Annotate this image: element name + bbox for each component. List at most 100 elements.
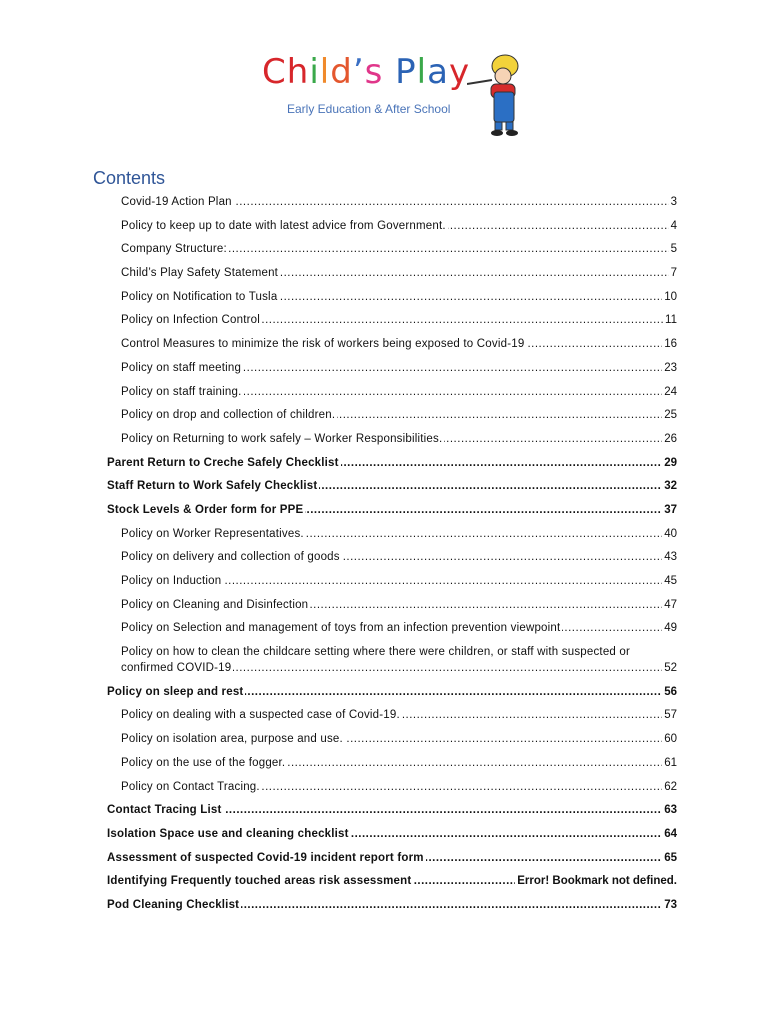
toc-entry[interactable]: Policy on the use of the fogger. 61 xyxy=(121,754,677,771)
toc-entry-page: 37 xyxy=(662,501,677,518)
toc-entry[interactable]: Policy on drop and collection of childre… xyxy=(121,407,677,424)
toc-entry[interactable]: Policy on Worker Representatives. 40 xyxy=(121,525,677,542)
toc-entry[interactable]: Policy on Contact Tracing. 62 xyxy=(121,778,677,795)
logo-letter: a xyxy=(427,52,449,92)
toc-entry-page: 60 xyxy=(662,731,677,748)
toc-entry[interactable]: Stock Levels & Order form for PPE 37 xyxy=(107,501,677,518)
toc-entry[interactable]: Policy on isolation area, purpose and us… xyxy=(121,731,677,748)
toc-entry[interactable]: Policy on Selection and management of to… xyxy=(121,620,677,637)
logo-letter: ’ xyxy=(352,52,365,92)
toc-entry-page: 5 xyxy=(668,241,677,258)
toc-entry-page: 40 xyxy=(662,525,677,542)
toc-entry-title: Policy on staff meeting xyxy=(121,361,244,374)
toc-entry[interactable]: Policy on staff training. 24 xyxy=(121,383,677,400)
toc-entry-title: Policy on dealing with a suspected case … xyxy=(121,709,402,722)
toc-entry-page: 7 xyxy=(668,265,677,282)
toc-entry-title: Policy on Infection Control xyxy=(121,314,262,327)
toc-entry[interactable]: Policy to keep up to date with latest ad… xyxy=(121,217,677,234)
toc-entry[interactable]: Policy on dealing with a suspected case … xyxy=(121,707,677,724)
logo-tagline: Early Education & After School xyxy=(287,102,451,116)
toc-entry-title: Policy on Selection and management of to… xyxy=(121,622,563,635)
toc-entry-title: Policy on sleep and rest xyxy=(107,685,246,698)
toc-entry[interactable]: Policy on Cleaning and Disinfection 47 xyxy=(121,596,677,613)
toc-entry-title: Policy on Notification to Tusla xyxy=(121,290,280,303)
logo-letter: P xyxy=(395,52,417,92)
toc-entry-title: Identifying Frequently touched areas ris… xyxy=(107,875,414,888)
toc-entry[interactable]: Company Structure: 5 xyxy=(121,241,677,258)
toc-entry-title: Policy on Cleaning and Disinfection xyxy=(121,598,311,611)
toc-entry[interactable]: Policy on delivery and collection of goo… xyxy=(121,549,677,566)
logo-letter: s xyxy=(364,52,384,92)
toc-entry-page: 61 xyxy=(662,754,677,771)
toc-entry-page: 11 xyxy=(663,312,677,329)
logo-wordmark: Child’s Play xyxy=(262,52,470,92)
toc-entry-page: 57 xyxy=(662,707,677,724)
toc-entry[interactable]: Policy on how to clean the childcare set… xyxy=(121,644,677,677)
toc-entry-page: 32 xyxy=(662,478,677,495)
toc-entry-title: Contact Tracing List xyxy=(107,804,224,817)
toc-entry-title: Policy to keep up to date with latest ad… xyxy=(121,219,448,232)
toc-entry[interactable]: Assessment of suspected Covid-19 inciden… xyxy=(107,849,677,866)
logo-letter: l xyxy=(416,52,428,92)
toc-entry-page: 3 xyxy=(668,194,677,210)
toc-entry-title: Policy on the use of the fogger. xyxy=(121,756,288,769)
contents-heading: Contents xyxy=(93,168,166,188)
toc-entry-page: 56 xyxy=(662,683,677,700)
toc-entry[interactable]: Contact Tracing List 63 xyxy=(107,802,677,819)
toc-entry-title: Policy on how to clean the childcare set… xyxy=(121,646,631,675)
toc-entry[interactable]: Covid-19 Action Plan 3 xyxy=(121,194,677,210)
toc-entry[interactable]: Pod Cleaning Checklist 73 xyxy=(107,896,677,913)
toc-entry-page: 16 xyxy=(662,336,677,353)
toc-entry-page: 23 xyxy=(662,359,677,376)
toc-entry-title: Policy on isolation area, purpose and us… xyxy=(121,733,345,746)
toc-entry-page: 73 xyxy=(662,896,677,913)
toc-entry[interactable]: Control Measures to minimize the risk of… xyxy=(121,336,677,353)
toc-entry-page: 29 xyxy=(662,454,677,471)
toc-entry-title: Policy on Induction xyxy=(121,575,224,587)
toc-entry-page: 64 xyxy=(662,825,677,842)
logo-letter xyxy=(383,52,395,92)
toc-entry-title: Policy on Worker Representatives. xyxy=(121,527,306,540)
toc-entry[interactable]: Policy on sleep and rest 56 xyxy=(107,683,677,700)
toc-entry-title: Stock Levels & Order form for PPE xyxy=(107,503,306,516)
toc-entry[interactable]: Policy on Returning to work safely – Wor… xyxy=(121,430,677,447)
toc-entry-title: Parent Return to Creche Safely Checklist xyxy=(107,456,341,469)
toc-entry[interactable]: Child’s Play Safety Statement 7 xyxy=(121,265,677,282)
toc-entry-page: 63 xyxy=(662,802,677,819)
toc-entry[interactable]: Isolation Space use and cleaning checkli… xyxy=(107,825,677,842)
toc-entry[interactable]: Policy on Induction 45 xyxy=(121,573,677,589)
toc-entry-title: Policy on delivery and collection of goo… xyxy=(121,551,342,564)
table-of-contents: Covid-19 Action Plan 3 Policy to keep up t… xyxy=(107,194,677,921)
toc-entry-page: 52 xyxy=(662,660,677,677)
childs-play-logo: Child’s Play Early Education & After Sch… xyxy=(262,52,522,137)
toc-entry-page: 49 xyxy=(662,620,677,637)
logo-letter: h xyxy=(286,52,310,92)
toc-entry-title: Policy on staff training. xyxy=(121,385,244,398)
toc-entry[interactable]: Policy on staff meeting 23 xyxy=(121,359,677,376)
child-painter-icon xyxy=(467,54,519,136)
toc-entry-page: 62 xyxy=(662,778,677,795)
toc-entry-page: 10 xyxy=(662,288,677,305)
toc-entry[interactable]: Staff Return to Work Safely Checklist 32 xyxy=(107,478,677,495)
toc-entry-page: 47 xyxy=(662,596,677,613)
toc-entry-page: 4 xyxy=(668,217,677,234)
logo-letter: C xyxy=(262,52,287,92)
toc-entry[interactable]: Policy on Infection Control 11 xyxy=(121,312,677,329)
toc-entry[interactable]: Identifying Frequently touched areas ris… xyxy=(107,873,677,890)
toc-entry[interactable]: Policy on Notification to Tusla 10 xyxy=(121,288,677,305)
toc-entry-title: Policy on Returning to work safely – Wor… xyxy=(121,432,445,445)
toc-entry-title: Policy on drop and collection of childre… xyxy=(121,409,338,422)
toc-entry-page: 43 xyxy=(662,549,677,566)
toc-entry-page: 26 xyxy=(662,430,677,447)
toc-entry-page: 65 xyxy=(662,849,677,866)
logo-letter: i xyxy=(309,52,320,92)
toc-entry-title: Policy on Contact Tracing. xyxy=(121,780,262,793)
logo-letter: d xyxy=(330,52,353,92)
toc-entry-title: Covid-19 Action Plan xyxy=(121,196,234,208)
toc-entry-title: Assessment of suspected Covid-19 inciden… xyxy=(107,851,426,864)
toc-entry[interactable]: Parent Return to Creche Safely Checklist… xyxy=(107,454,677,471)
toc-entry-page: 24 xyxy=(662,383,677,400)
toc-entry-title: Isolation Space use and cleaning checkli… xyxy=(107,827,351,840)
toc-entry-title: Staff Return to Work Safely Checklist xyxy=(107,480,320,493)
logo-letter: y xyxy=(448,52,471,92)
